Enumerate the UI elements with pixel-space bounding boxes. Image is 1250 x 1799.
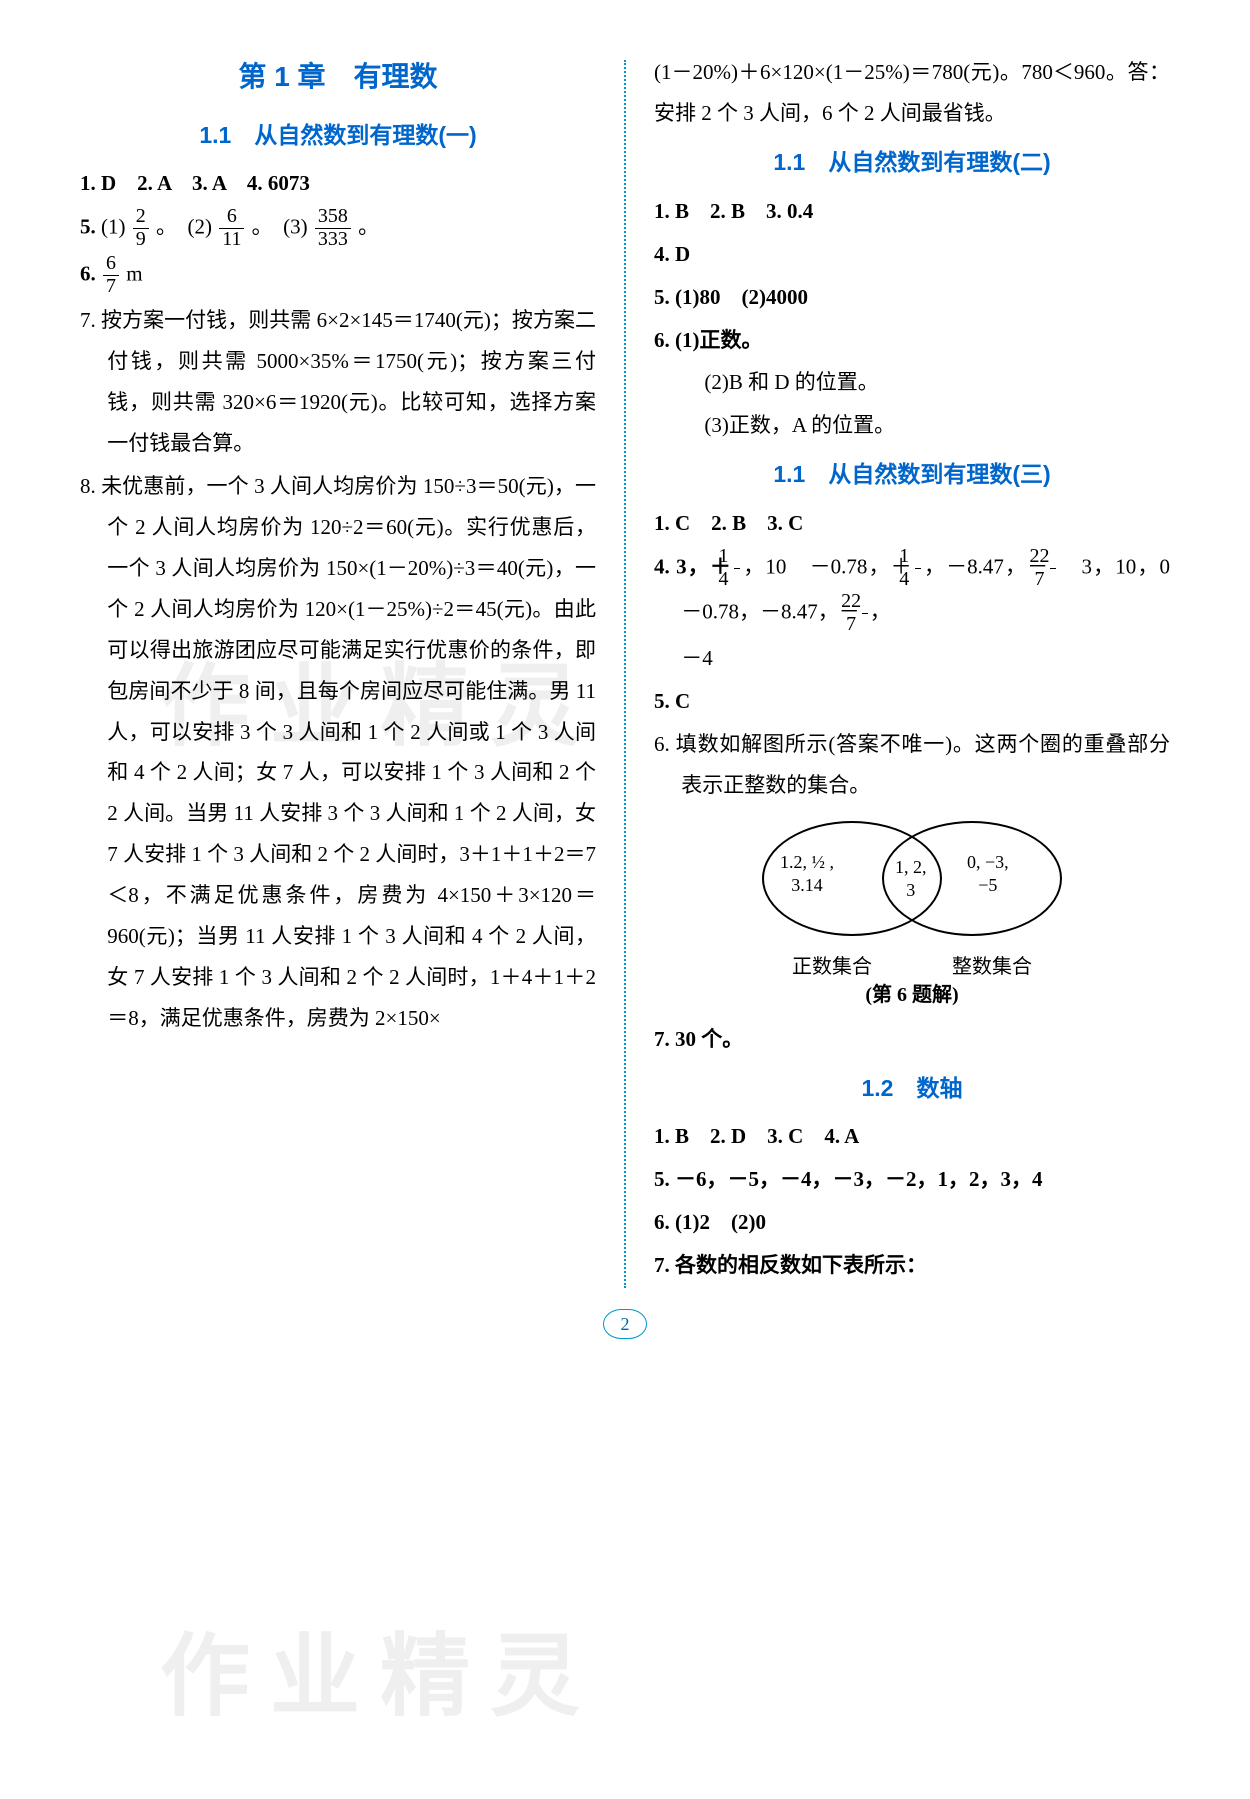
numer: 6 <box>219 206 244 229</box>
part: (1) <box>101 215 126 239</box>
part: 。 <box>358 215 379 239</box>
fraction: 14 <box>915 546 921 591</box>
numer: 1 <box>915 546 921 569</box>
text: 1. B 2. B 3. 0.4 <box>654 199 813 223</box>
ans-c4: 4. 3，＋14，10 －0.78，＋14，－8.47，－227 3，10，0 … <box>654 546 1170 636</box>
section-title-1-1-a: 1.1 从自然数到有理数(一) <box>80 113 596 158</box>
fraction: 67 <box>103 253 119 298</box>
unit: m <box>126 262 142 286</box>
numer: 22 <box>862 591 868 614</box>
ans-sub: (3)正数，A 的位置。 <box>654 405 1170 446</box>
page-container: 第 1 章 有理数 1.1 从自然数到有理数(一) 1. D 2. A 3. A… <box>60 50 1190 1288</box>
ans-row: 4. D <box>654 234 1170 275</box>
denom: 7 <box>862 614 868 636</box>
fraction: 14 <box>734 546 740 591</box>
ans-row: 6. (1)正数。 <box>654 320 1170 361</box>
ans-8-cont: (1－20%)＋6×120×(1－25%)＝780(元)。780＜960。答：安… <box>654 52 1170 134</box>
text: 1. C 2. B 3. C <box>654 511 803 535</box>
ans-c6: 6. 填数如解图所示(答案不唯一)。这两个圈的重叠部分表示正整数的集合。 <box>654 724 1170 806</box>
venn-mid-values: 1, 2, 3 <box>895 856 927 903</box>
answer-text: 1. D 2. A 3. A 4. 6073 <box>80 171 310 195</box>
ans-row: 1. C 2. B 3. C <box>654 503 1170 544</box>
ans-row: 1. B 2. B 3. 0.4 <box>654 191 1170 232</box>
fraction: 611 <box>219 206 244 251</box>
text: 6. (1)2 (2)0 <box>654 1210 766 1234</box>
page-number: 2 <box>603 1309 647 1339</box>
numer: 2 <box>133 206 149 229</box>
section-title-1-2: 1.2 数轴 <box>654 1066 1170 1111</box>
denom: 11 <box>219 229 244 251</box>
ans-sub: (2)B 和 D 的位置。 <box>654 362 1170 403</box>
denom: 333 <box>315 229 351 251</box>
fraction: 358333 <box>315 206 351 251</box>
text: 5. C <box>654 689 690 713</box>
q-num: 5. <box>80 215 101 239</box>
venn-left-values: 1.2, ½ , 3.14 <box>780 851 834 898</box>
venn-left-label: 正数集合 <box>792 948 872 987</box>
part: 。 (3) <box>252 215 308 239</box>
ans-row: 7. 各数的相反数如下表所示： <box>654 1245 1170 1286</box>
text: 5. (1)80 (2)4000 <box>654 285 808 309</box>
ans-8: 8. 未优惠前，一个 3 人间人均房价为 150÷3＝50(元)，一个 2 人间… <box>80 466 596 1039</box>
ans-5: 5. (1) 29 。 (2) 611 。 (3) 358333 。 <box>80 206 596 251</box>
denom: 7 <box>1050 569 1056 591</box>
fraction: 227 <box>862 591 868 636</box>
text: 5. －6，－5，－4，－3，－2，1，2，3，4 <box>654 1167 1043 1191</box>
t: ， <box>870 599 891 623</box>
ans-row: 7. 30 个。 <box>654 1019 1170 1060</box>
text: 7. 30 个。 <box>654 1027 743 1051</box>
text: 1. B 2. D 3. C 4. A <box>654 1124 859 1148</box>
fraction: 227 <box>1050 546 1056 591</box>
ans-6: 6. 67 m <box>80 253 596 298</box>
venn-caption: (第 6 题解) <box>654 976 1170 1015</box>
text: 8. 未优惠前，一个 3 人间人均房价为 150÷3＝50(元)，一个 2 人间… <box>80 474 596 1030</box>
denom: 4 <box>734 569 740 591</box>
section-title-1-1-c: 1.1 从自然数到有理数(三) <box>654 452 1170 497</box>
section-title-1-1-b: 1.1 从自然数到有理数(二) <box>654 140 1170 185</box>
q-num: 6. <box>80 262 101 286</box>
ans-7: 7. 按方案一付钱，则共需 6×2×145＝1740(元)；按方案二付钱，则共需… <box>80 300 596 464</box>
text: 7. 按方案一付钱，则共需 6×2×145＝1740(元)；按方案二付钱，则共需… <box>80 308 596 455</box>
right-column: (1－20%)＋6×120×(1－25%)＝780(元)。780＜960。答：安… <box>626 50 1190 1288</box>
ans-row: 5. －6，－5，－4，－3，－2，1，2，3，4 <box>654 1159 1170 1200</box>
numer: 6 <box>103 253 119 276</box>
part: 。 (2) <box>156 215 212 239</box>
numer: 22 <box>1050 546 1056 569</box>
venn-right-label: 整数集合 <box>952 948 1032 987</box>
denom: 9 <box>133 229 149 251</box>
fraction: 29 <box>133 206 149 251</box>
text: 4. D <box>654 242 690 266</box>
page-number-wrap: 2 <box>60 1303 1190 1344</box>
ans-row: 6. (1)2 (2)0 <box>654 1202 1170 1243</box>
watermark-2: 作业精灵 <box>160 1590 600 1766</box>
t: ，－8.47， <box>923 554 1027 578</box>
numer: 1 <box>734 546 740 569</box>
ans-row: 1. D 2. A 3. A 4. 6073 <box>80 163 596 204</box>
ans-row: 5. C <box>654 681 1170 722</box>
venn-diagram: 1.2, ½ , 3.14 1, 2, 3 0, −3, −5 正数集合 整数集… <box>654 816 1170 1015</box>
ans-row: 5. (1)80 (2)4000 <box>654 277 1170 318</box>
left-column: 第 1 章 有理数 1.1 从自然数到有理数(一) 1. D 2. A 3. A… <box>60 50 624 1288</box>
chapter-title: 第 1 章 有理数 <box>80 50 596 105</box>
text: 6. (1)正数。 <box>654 328 763 352</box>
denom: 4 <box>915 569 921 591</box>
ans-c4-l3: －4 <box>654 638 1170 679</box>
t: ，10 －0.78，＋ <box>742 554 913 578</box>
numer: 358 <box>315 206 351 229</box>
denom: 7 <box>103 276 119 298</box>
text: 7. 各数的相反数如下表所示： <box>654 1253 927 1277</box>
ans-row: 1. B 2. D 3. C 4. A <box>654 1116 1170 1157</box>
venn-right-values: 0, −3, −5 <box>967 851 1009 898</box>
